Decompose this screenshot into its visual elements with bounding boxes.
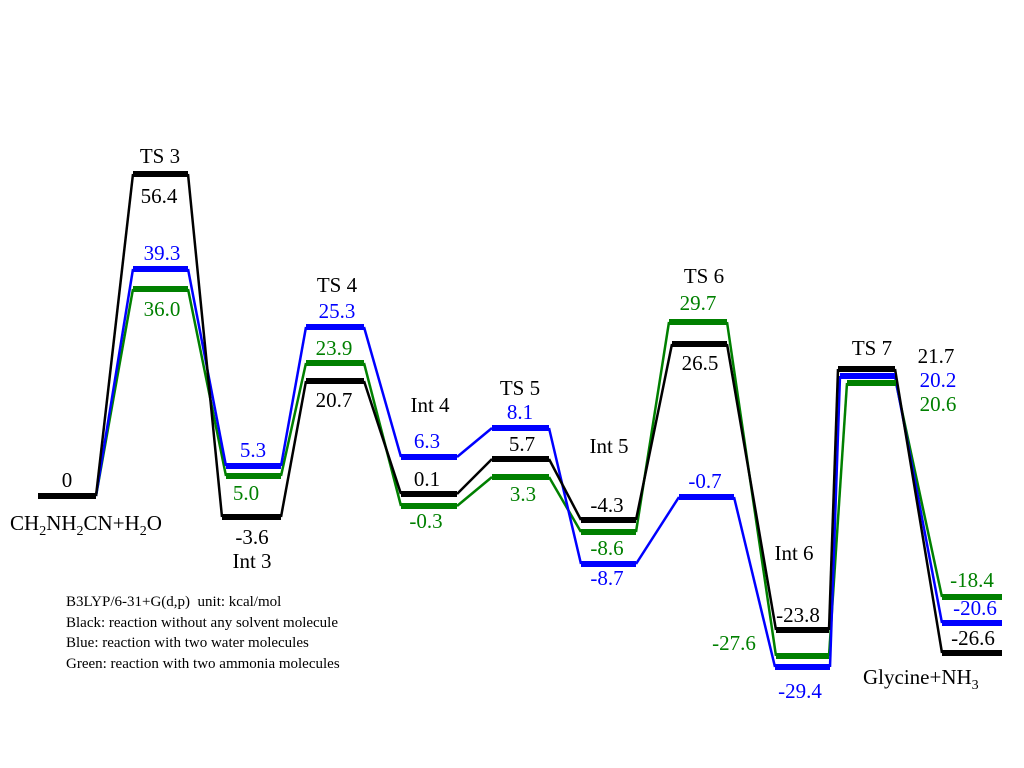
value-label-ts7-green: 20.6 — [920, 392, 957, 416]
value-label-int3-black: -3.6 — [235, 525, 268, 549]
stage-label-ts4: TS 4 — [317, 273, 358, 297]
value-label-ts5-black: 5.7 — [509, 432, 535, 456]
black-path-connectors — [94, 173, 944, 654]
value-label-ts5-blue: 8.1 — [507, 400, 533, 424]
value-label-int5-black: -4.3 — [590, 493, 623, 517]
stage-label-ts3: TS 3 — [140, 144, 180, 168]
blue-series-note: Blue: reaction with two water molecules — [66, 635, 309, 651]
value-label-int5b-blue: -0.7 — [688, 469, 721, 493]
black-series-note: Black: reaction without any solvent mole… — [66, 614, 339, 631]
value-labels: 0 56.4 39.3 36.0 5.3 5.0 -3.6 25.3 23.9 … — [62, 184, 997, 703]
value-label-int4-blue: 6.3 — [414, 429, 440, 453]
value-label-ts5-green: 3.3 — [510, 482, 536, 506]
stage-labels: TS 3 TS 4 Int 4 TS 5 Int 5 TS 6 TS 7 Int… — [10, 144, 979, 693]
value-label-ts3-black: 56.4 — [141, 184, 178, 208]
value-label-ts6-green: 29.7 — [680, 291, 717, 315]
value-label-int6-blue: -29.4 — [778, 679, 822, 703]
method-notes: B3LYP/6-31+G(d,p) unit: kcal/mol Black: … — [66, 592, 426, 674]
value-label-int5-blue: -8.7 — [590, 566, 623, 590]
value-label-product-blue: -20.6 — [953, 596, 997, 620]
value-label-ts7-black: 21.7 — [918, 344, 955, 368]
stage-label-int3: Int 3 — [232, 549, 271, 573]
value-label-ts4-black: 20.7 — [316, 388, 353, 412]
stage-label-ts7: TS 7 — [852, 336, 892, 360]
blue-path-connectors — [94, 268, 944, 668]
value-label-ts7-blue: 20.2 — [920, 368, 957, 392]
value-label-int6-black: -23.8 — [776, 603, 820, 627]
value-label-int3-green: 5.0 — [233, 481, 259, 505]
value-label-product-black: -26.6 — [951, 626, 995, 650]
stage-label-int6: Int 6 — [774, 541, 813, 565]
green-series-note: Green: reaction with two ammonia molecul… — [66, 655, 340, 672]
value-label-ts3-green: 36.0 — [144, 297, 181, 321]
product-label: Glycine+NH3 — [863, 665, 979, 693]
stage-label-ts5: TS 5 — [500, 376, 540, 400]
stage-label-int4: Int 4 — [410, 393, 450, 417]
value-label-int4-green: -0.3 — [409, 509, 442, 533]
value-label-ts4-blue: 25.3 — [319, 299, 356, 323]
method-note: B3LYP/6-31+G(d,p) unit: kcal/mol — [66, 594, 282, 610]
value-label-int5-green: -8.6 — [590, 536, 623, 560]
level-bars — [38, 171, 1002, 670]
value-label-int6-green: -27.6 — [712, 631, 756, 655]
value-label-reactant-black: 0 — [62, 468, 73, 492]
stage-label-int5: Int 5 — [589, 434, 628, 458]
value-label-ts3-blue: 39.3 — [144, 241, 181, 265]
value-label-int3-blue: 5.3 — [240, 438, 266, 462]
reactant-label: CH2NH2CN+H2O — [10, 511, 162, 539]
stage-label-ts6: TS 6 — [684, 264, 724, 288]
value-label-int4-black: 0.1 — [414, 467, 440, 491]
value-label-ts4-green: 23.9 — [316, 336, 353, 360]
value-label-product-green: -18.4 — [950, 568, 994, 592]
value-label-ts6-black: 26.5 — [682, 351, 719, 375]
